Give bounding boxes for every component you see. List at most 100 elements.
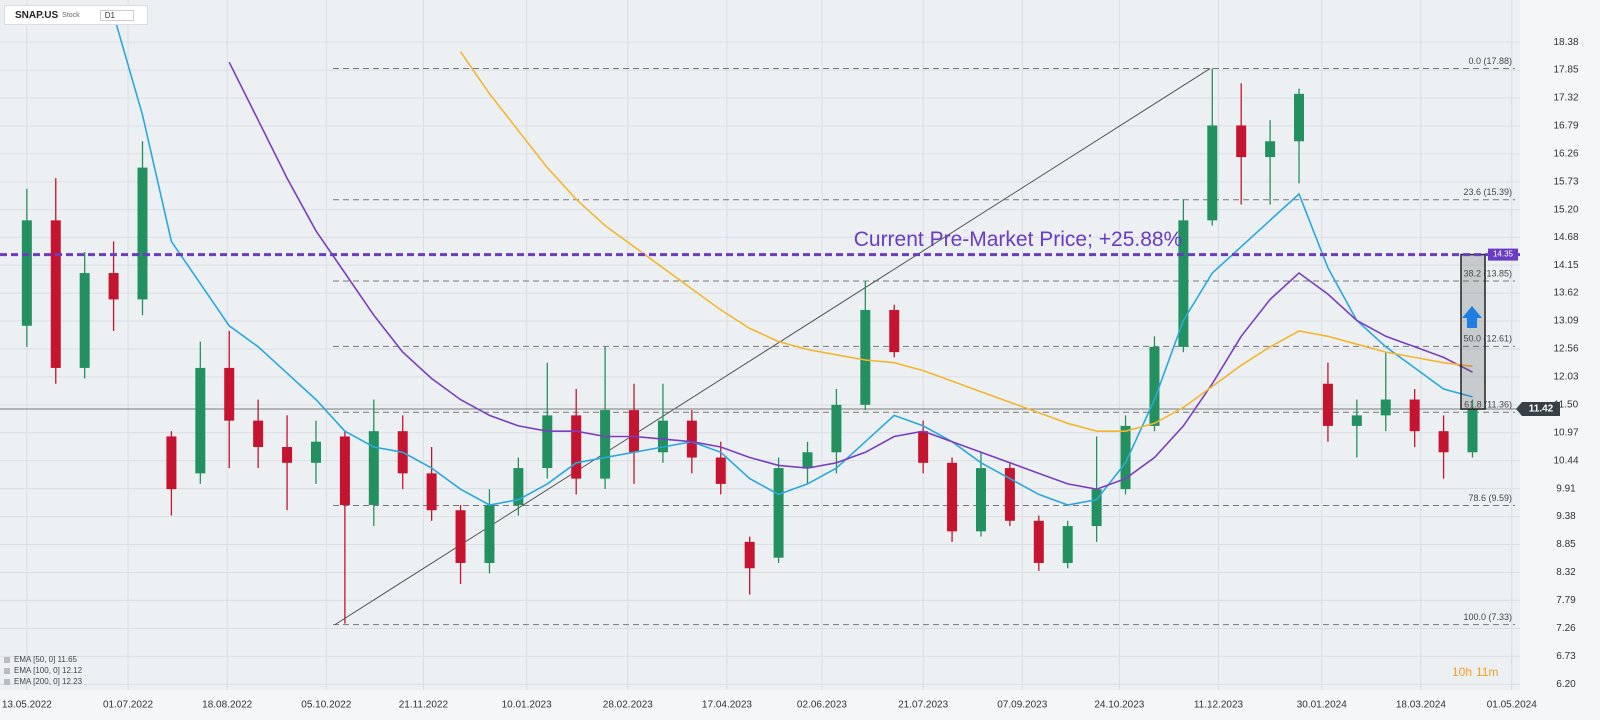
plot-layer: 0.0 (17.88) 23.6 (15.39) 38.2 (13.85) 50.0 … bbox=[0, 14, 1520, 626]
candle-body bbox=[108, 273, 119, 300]
y-tick-label: 7.26 bbox=[1556, 623, 1576, 634]
x-tick-label: 05.10.2022 bbox=[301, 700, 351, 711]
x-tick-label: 18.08.2022 bbox=[202, 700, 252, 711]
y-tick-label: 6.20 bbox=[1556, 679, 1576, 690]
candle-body bbox=[657, 420, 668, 453]
premarket-range bbox=[1460, 253, 1486, 410]
candle-body bbox=[1149, 346, 1160, 426]
legend-label: EMA [200, 0] 12.23 bbox=[14, 677, 83, 686]
instrument-kind: Stock bbox=[62, 11, 80, 19]
last-price-badge-text: 11.42 bbox=[1529, 404, 1554, 415]
plot-area bbox=[0, 0, 1520, 690]
fib-label: 78.6 (9.59) bbox=[1468, 493, 1512, 503]
candle-body bbox=[831, 404, 842, 453]
candle-body bbox=[686, 420, 697, 458]
y-tick-label: 13.09 bbox=[1553, 316, 1578, 327]
candle-body bbox=[137, 167, 148, 300]
x-tick-label: 24.10.2023 bbox=[1094, 700, 1144, 711]
candle-body bbox=[513, 468, 524, 505]
symbol-selector[interactable]: SNAP.US Stock D1 bbox=[4, 5, 148, 25]
candle-body bbox=[397, 431, 408, 474]
candle-body bbox=[918, 431, 929, 463]
x-tick-label: 17.04.2023 bbox=[702, 700, 752, 711]
candle-body bbox=[224, 367, 235, 421]
x-tick-label: 01.05.2024 bbox=[1487, 700, 1537, 711]
y-tick-label: 15.73 bbox=[1553, 176, 1578, 187]
candle-body bbox=[744, 541, 755, 569]
fib-label: 61.8 (11.36) bbox=[1464, 400, 1512, 410]
candle-body bbox=[1004, 468, 1015, 521]
premarket-badge-text: 14.35 bbox=[1493, 250, 1514, 259]
ema-line bbox=[459, 51, 1473, 432]
candle-body bbox=[600, 410, 611, 479]
candle-body bbox=[1409, 399, 1420, 432]
candle-body bbox=[1091, 489, 1102, 527]
x-tick-label: 10.01.2023 bbox=[502, 700, 552, 711]
y-tick-label: 7.79 bbox=[1556, 595, 1576, 606]
x-tick-label: 18.03.2024 bbox=[1396, 700, 1446, 711]
legend-icon bbox=[4, 668, 10, 674]
x-tick-label: 30.01.2024 bbox=[1297, 700, 1347, 711]
candle-body bbox=[195, 367, 206, 474]
candle-body bbox=[166, 436, 177, 490]
candle-body bbox=[571, 415, 582, 479]
y-tick-label: 14.68 bbox=[1553, 232, 1578, 243]
x-tick-label: 28.02.2023 bbox=[603, 700, 653, 711]
fib-label: 100.0 (7.33) bbox=[1463, 612, 1512, 622]
candle-body bbox=[1265, 141, 1276, 158]
candle-body bbox=[21, 220, 32, 326]
interval-select[interactable]: D1 bbox=[99, 9, 134, 21]
candle-body bbox=[339, 436, 350, 505]
x-tick-label: 21.07.2023 bbox=[898, 700, 948, 711]
y-tick-label: 8.32 bbox=[1556, 567, 1576, 578]
x-tick-label: 01.07.2022 bbox=[103, 700, 153, 711]
ema-line bbox=[228, 61, 1473, 491]
x-tick-label: 13.05.2022 bbox=[2, 700, 52, 711]
candle-body bbox=[802, 452, 813, 469]
y-tick-label: 10.44 bbox=[1553, 455, 1578, 466]
candle-body bbox=[860, 309, 871, 405]
candle-body bbox=[542, 415, 553, 469]
y-tick-label: 9.91 bbox=[1556, 483, 1576, 494]
candle-body bbox=[455, 510, 466, 563]
candle-body bbox=[1380, 399, 1391, 416]
up-arrow bbox=[1462, 306, 1482, 328]
y-tick-label: 17.85 bbox=[1553, 65, 1578, 76]
candle-body bbox=[1294, 93, 1305, 142]
candle-body bbox=[947, 462, 958, 532]
fib-label: 0.0 (17.88) bbox=[1468, 56, 1512, 66]
y-tick-label: 11.50 bbox=[1554, 399, 1579, 410]
candle-body bbox=[1033, 520, 1044, 563]
candle-body bbox=[426, 473, 437, 511]
y-tick-label: 9.38 bbox=[1556, 511, 1576, 522]
y-tick-label: 10.97 bbox=[1553, 427, 1578, 438]
candle-body bbox=[1062, 526, 1073, 563]
premarket-label: Current Pre-Market Price; +25.88% bbox=[854, 228, 1183, 251]
x-tick-label: 21.11.2022 bbox=[399, 700, 449, 711]
candle-body bbox=[1178, 220, 1189, 347]
fib-trendline bbox=[334, 68, 1211, 626]
y-tick-label: 13.62 bbox=[1553, 288, 1578, 299]
y-tick-label: 14.15 bbox=[1553, 260, 1578, 271]
candle-body bbox=[975, 468, 986, 532]
fib-label: 50.0 (12.61) bbox=[1463, 334, 1512, 344]
candle-body bbox=[773, 468, 784, 558]
premarket-badge bbox=[1488, 248, 1518, 261]
legend-label: EMA [100, 0] 12.12 bbox=[14, 666, 83, 675]
timer-minutes: 11m bbox=[1476, 665, 1498, 679]
y-tick-label: 12.03 bbox=[1553, 372, 1578, 383]
legend-icon bbox=[4, 657, 10, 663]
legend-label: EMA [50, 0] 11.65 bbox=[14, 655, 78, 664]
candle-body bbox=[253, 420, 264, 447]
candle-body bbox=[1236, 125, 1247, 158]
y-tick-label: 18.38 bbox=[1553, 37, 1578, 48]
candle-body bbox=[484, 504, 495, 563]
fib-label: 38.2 (13.85) bbox=[1463, 268, 1512, 278]
candle-body bbox=[282, 446, 293, 463]
x-tick-label: 11.12.2023 bbox=[1194, 700, 1244, 711]
y-tick-label: 8.85 bbox=[1556, 539, 1576, 550]
candle-body bbox=[50, 220, 61, 368]
candle-body bbox=[889, 309, 900, 353]
candle-body bbox=[1120, 425, 1131, 490]
